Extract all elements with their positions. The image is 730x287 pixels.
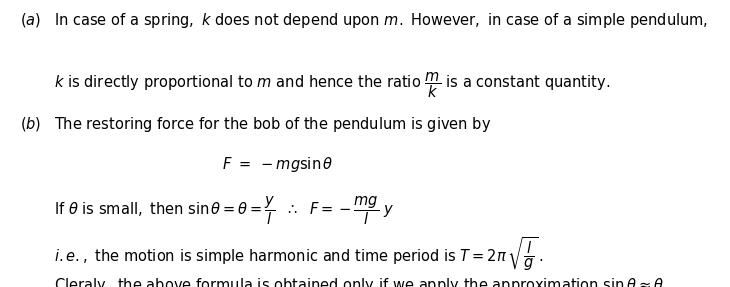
Text: $\mathrm{The\ restoring\ force\ for\ the\ bob\ of\ the\ pendulum\ is\ given\ by}: $\mathrm{The\ restoring\ force\ for\ the…	[54, 115, 491, 134]
Text: $(\mathit{a})$: $(\mathit{a})$	[20, 11, 41, 29]
Text: $\mathrm{If\ }\theta\mathrm{\ is\ small,\ then\ }\sin\theta = \theta = \dfrac{y}: $\mathrm{If\ }\theta\mathrm{\ is\ small,…	[54, 194, 394, 227]
Text: $F\ =\ -mg\sin\theta$: $F\ =\ -mg\sin\theta$	[222, 155, 334, 174]
Text: $\mathrm{In\ case\ of\ a\ spring,\ }k\mathrm{\ does\ not\ depend\ upon\ }m\mathr: $\mathrm{In\ case\ of\ a\ spring,\ }k\ma…	[54, 11, 708, 30]
Text: $(\mathit{b})$: $(\mathit{b})$	[20, 115, 42, 133]
Text: $\mathit{i.e.,}\ \mathrm{the\ motion\ is\ simple\ harmonic\ and\ time\ period\ i: $\mathit{i.e.,}\ \mathrm{the\ motion\ is…	[54, 236, 544, 274]
Text: $k\mathrm{\ is\ directly\ proportional\ to\ }m\mathrm{\ and\ hence\ the\ ratio\ : $k\mathrm{\ is\ directly\ proportional\ …	[54, 70, 610, 100]
Text: $\mathrm{Cleraly,\ the\ above\ formula\ is\ obtained\ only\ if\ we\ apply\ the\ : $\mathrm{Cleraly,\ the\ above\ formula\ …	[54, 276, 667, 287]
